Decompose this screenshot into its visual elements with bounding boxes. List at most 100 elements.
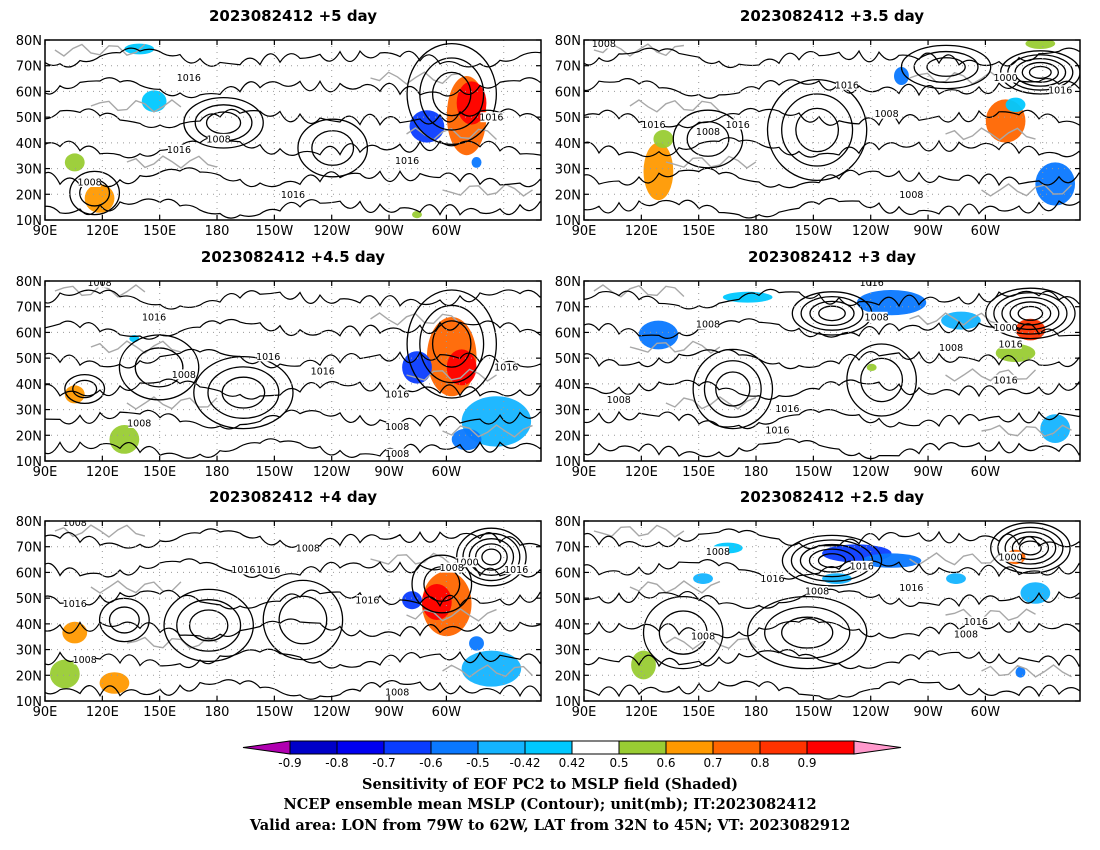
contour-label: 1000 xyxy=(994,323,1018,334)
lat-tick-label: 80N xyxy=(16,34,42,49)
contour-label-bg xyxy=(900,582,923,593)
mslp-contour xyxy=(781,534,883,587)
contour-label-bg xyxy=(835,79,858,90)
colorbar-swatch xyxy=(289,740,338,755)
mslp-contour xyxy=(766,78,868,182)
lon-tick-label: 180 xyxy=(205,705,230,720)
lat-tick-label: 10N xyxy=(16,214,42,229)
colorbar-tick-label: 0.42 xyxy=(559,756,586,770)
map-background xyxy=(584,281,1080,461)
mslp-contour xyxy=(808,548,856,573)
lat-tick-label: 60N xyxy=(555,326,581,341)
lat-tick-label: 60N xyxy=(555,85,581,100)
mslp-contour xyxy=(584,588,1080,609)
contour-label: 1016 xyxy=(860,278,884,289)
lat-tick-label: 40N xyxy=(555,618,581,633)
lat-tick-label: 20N xyxy=(16,429,42,444)
contour-label: 1016 xyxy=(994,375,1018,386)
panel-grid: 2023082412 +5 day10161008101610161016101… xyxy=(16,7,1081,720)
colorbar-swatch xyxy=(477,740,526,755)
lat-tick-label: 20N xyxy=(16,669,42,684)
lon-tick-label: 120E xyxy=(625,465,658,480)
mslp-contour xyxy=(406,42,498,146)
contour-label-bg xyxy=(495,362,518,373)
contour-label-bg xyxy=(999,338,1022,349)
lon-tick-label: 90E xyxy=(33,705,58,720)
lon-tick-label: 60W xyxy=(971,465,1001,480)
lon-tick-label: 150W xyxy=(256,224,294,239)
lat-tick-label: 30N xyxy=(555,404,581,419)
colorbar-tick-label: -0.9 xyxy=(278,756,301,770)
shaded-sensitivity-area xyxy=(1035,162,1076,206)
lat-tick-label: 30N xyxy=(555,644,581,659)
shaded-sensitivity-area xyxy=(1005,97,1026,113)
contour-label: 1008 xyxy=(592,39,616,50)
lat-tick-label: 30N xyxy=(16,404,42,419)
lon-tick-label: 150E xyxy=(682,705,715,720)
map-panel: 2023082412 +3.5 day100810161008101610161… xyxy=(555,7,1081,239)
lat-tick-label: 10N xyxy=(555,455,581,470)
lat-tick-label: 40N xyxy=(555,378,581,393)
lon-tick-label: 120W xyxy=(313,465,351,480)
mslp-contour xyxy=(846,343,917,417)
colorbar-tick-label: -0.7 xyxy=(372,756,395,770)
contour-label-bg xyxy=(78,177,101,187)
coastline xyxy=(593,43,1073,197)
colorbar-swatch xyxy=(430,740,479,755)
colorbar-swatch xyxy=(665,740,714,755)
coastline xyxy=(54,43,533,197)
map-frame xyxy=(44,520,542,702)
lon-tick-label: 180 xyxy=(205,224,230,239)
mslp-contour xyxy=(584,438,1080,460)
shaded-sensitivity-area xyxy=(693,573,713,584)
mslp-contour xyxy=(431,320,472,368)
contour-label-bg xyxy=(88,281,111,288)
mslp-contour xyxy=(207,366,280,419)
shaded-sensitivity-area xyxy=(631,650,656,680)
lon-tick-label: 60W xyxy=(432,465,462,480)
colorbar-tick-label: -0.42 xyxy=(509,756,540,770)
contour-label-bg xyxy=(850,560,873,571)
contour-label: 1016 xyxy=(355,596,379,607)
colorbar-swatch xyxy=(806,740,855,755)
coastline xyxy=(54,524,534,678)
map-field: 1008 1016 1016 1008 1016 1016 1016 1008 1008 1008 xyxy=(45,281,541,461)
contour-label-bg xyxy=(73,654,96,665)
contour-label-bg xyxy=(232,564,255,575)
contour-label: 1008 xyxy=(805,587,829,598)
lon-tick-label: 150E xyxy=(682,224,715,239)
mslp-contour xyxy=(747,595,868,670)
lat-tick-label: 70N xyxy=(555,541,581,556)
mslp-contour xyxy=(1021,61,1060,83)
panel-title: 2023082412 +4 day xyxy=(209,488,377,506)
coastline xyxy=(593,284,1072,438)
lat-tick-label: 60N xyxy=(16,566,42,581)
mslp-contour xyxy=(163,588,254,663)
contour-label-bg xyxy=(396,155,419,166)
lon-tick-label: 150W xyxy=(795,224,833,239)
mslp-contour xyxy=(913,50,979,84)
mslp-contour xyxy=(45,167,541,188)
shaded-sensitivity-area xyxy=(866,363,877,371)
mslp-contour xyxy=(584,379,1080,400)
mslp-contour xyxy=(45,137,541,159)
contour-label-bg xyxy=(143,311,166,322)
lat-tick-label: 70N xyxy=(555,60,581,75)
mslp-contour xyxy=(795,107,840,153)
contour-label: 1016 xyxy=(231,565,255,576)
contour-label-bg xyxy=(697,126,719,137)
shaded-sensitivity-area xyxy=(99,672,130,694)
lat-tick-label: 40N xyxy=(16,137,42,152)
mslp-contour xyxy=(205,111,242,135)
mslp-contour xyxy=(193,355,294,430)
colorbar-swatch xyxy=(336,740,385,755)
colorbar-tick-label: 0.9 xyxy=(797,756,816,770)
lat-tick-label: 80N xyxy=(555,515,581,530)
mslp-contour xyxy=(1028,65,1052,79)
colorbar-swatch xyxy=(712,740,761,755)
contour-label: 1008 xyxy=(385,449,409,460)
mslp-contour xyxy=(584,559,1080,580)
mslp-contour xyxy=(584,678,1080,700)
contour-label-bg xyxy=(1049,85,1072,96)
